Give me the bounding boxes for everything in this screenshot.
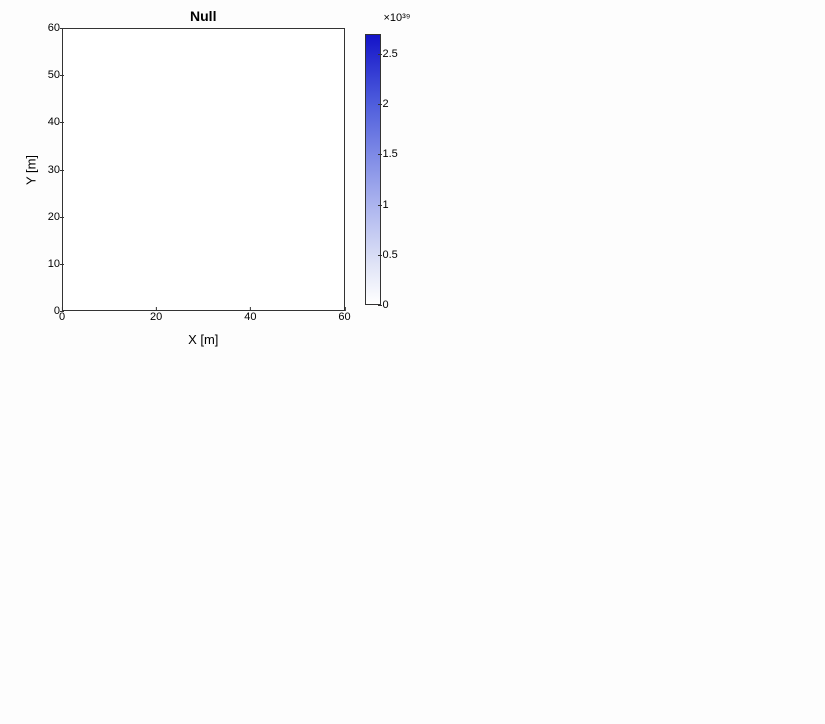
y-tick: 40 (32, 116, 60, 128)
x-ticks: 0204060 (62, 311, 345, 327)
colorbar: ×10³⁹00.511.522.5 (353, 28, 411, 311)
subplot-null: NullX [m]Y [m]02040600102030405060 ×10³⁹ 0… (6, 8, 411, 353)
subplot-grid: NullX [m]Y [m]02040600102030405060 ×10³⁹ 0… (6, 8, 819, 716)
y-tick: 0 (32, 305, 60, 317)
colorbar-tick: 1 (383, 199, 389, 211)
heatmap-canvas (63, 29, 344, 310)
y-tick: 10 (32, 258, 60, 270)
x-axis-label: X [m] (62, 332, 345, 347)
colorbar-ticks: 00.511.522.5 (383, 34, 411, 305)
x-tick: 60 (338, 311, 350, 323)
y-tick: 30 (32, 164, 60, 176)
axis-box (62, 28, 345, 311)
colorbar-tick: 2 (383, 98, 389, 110)
y-tick: 60 (32, 22, 60, 34)
colorbar-tick: 0.5 (383, 249, 398, 261)
plot-area: NullX [m]Y [m]02040600102030405060 (62, 28, 345, 311)
y-tick: 20 (32, 211, 60, 223)
colorbar-tick: 0 (383, 299, 389, 311)
x-tick: 20 (150, 311, 162, 323)
y-ticks: 0102030405060 (32, 28, 60, 311)
plot-title: Null (62, 8, 345, 24)
colorbar-tick: 2.5 (383, 48, 398, 60)
colorbar-exponent: ×10³⁹ (383, 12, 410, 24)
colorbar-gradient (365, 34, 381, 305)
y-tick: 50 (32, 69, 60, 81)
colorbar-tick: 1.5 (383, 148, 398, 160)
x-tick: 40 (244, 311, 256, 323)
